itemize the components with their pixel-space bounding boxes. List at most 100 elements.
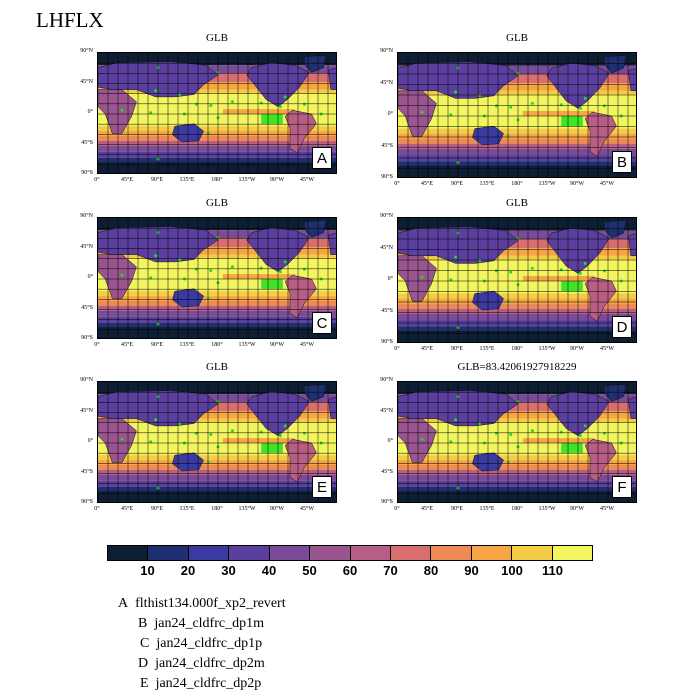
longitude-tick-label: 135°E: [179, 177, 195, 183]
latitude-tick-label: 90°N: [380, 48, 393, 54]
legend-letter: C: [140, 636, 150, 651]
cold-tongue: [222, 109, 295, 114]
region-marker: [420, 437, 424, 441]
region-marker: [530, 429, 534, 433]
region-box: [261, 443, 283, 453]
colorbar-level-label: 50: [302, 563, 317, 578]
latitude-band: [98, 322, 336, 331]
latitude-band: [398, 394, 636, 403]
latitude-band: [98, 411, 336, 419]
region-marker: [194, 431, 198, 435]
region-marker: [278, 270, 282, 274]
latitude-tick-label: 90°S: [381, 499, 393, 505]
longitude-tick-label: 135°E: [479, 506, 495, 512]
latitude-band: [398, 293, 636, 299]
region-marker: [230, 429, 234, 433]
latitude-tick-label: 90°S: [381, 339, 393, 345]
region-marker: [154, 418, 158, 422]
longitude-tick-label: 135°E: [479, 346, 495, 352]
longitude-tick-label: 45°W: [299, 342, 315, 348]
latitude-band: [98, 140, 336, 146]
longitude-tick-label: 135°E: [179, 342, 195, 348]
map-panel-e: GLB 90°N 45°N 0° 45°S 90°S 0° 45°E 90°E 135°E 180°…: [80, 361, 337, 512]
longitude-tick-label: 180°: [211, 342, 223, 348]
latitude-tick-label: 45°S: [81, 468, 93, 475]
colorbar-swatch: [471, 546, 513, 560]
region-marker: [578, 271, 582, 275]
region-box: [561, 116, 583, 127]
map-field: [97, 381, 337, 503]
latitude-tick-label: 45°S: [381, 307, 393, 314]
longitude-tick-label: 90°W: [269, 342, 285, 348]
colorbar-level-label: 60: [342, 563, 358, 578]
panel-title: GLB: [206, 361, 228, 373]
longitude-tick-label: 135°W: [538, 506, 556, 512]
latitude-band: [98, 238, 336, 248]
map-svg: [398, 218, 636, 342]
region-box: [561, 443, 583, 453]
latitude-tick-label: 90°N: [380, 213, 393, 219]
latitude-tick-label: 0°: [87, 109, 93, 115]
legend-case-name: flthist134.000f_xp2_revert: [135, 596, 286, 611]
colorbar-swatch: [512, 546, 553, 560]
latitude-band: [398, 486, 636, 495]
region-marker: [454, 255, 458, 259]
colorbar-level-label: 110: [542, 563, 563, 578]
panel-title: GLB: [206, 197, 228, 209]
longitude-tick-label: 90°W: [569, 346, 585, 352]
longitude-tick-label: 0°: [94, 177, 100, 183]
panel-title: GLB: [506, 197, 528, 209]
latitude-band: [398, 90, 636, 95]
colorbar-swatch: [108, 546, 149, 560]
region-marker: [509, 270, 513, 274]
latitude-tick-label: 45°S: [81, 304, 93, 311]
latitude-band: [98, 135, 336, 141]
cold-tongue: [522, 438, 595, 443]
latitude-band: [98, 157, 336, 166]
longitude-tick-label: 135°W: [238, 177, 256, 183]
map-field: [397, 217, 637, 343]
legend-case-name: jan24_cldfrc_dp2m: [155, 656, 265, 671]
map-field: [97, 52, 337, 174]
greenland-landmass: [604, 220, 627, 239]
region-marker: [530, 266, 534, 270]
map-panel-d: GLB 90°N 45°N 0° 45°S 90°S 0° 45°E 90°E 135°E 180°…: [380, 197, 637, 352]
latitude-band: [98, 82, 336, 90]
latitude-band: [398, 239, 636, 249]
latitude-band: [398, 65, 636, 75]
region-marker: [454, 90, 458, 94]
region-marker: [578, 434, 582, 438]
latitude-tick-label: 0°: [87, 274, 93, 280]
latitude-tick-label: 45°N: [380, 244, 393, 251]
antarctica-landmass: [98, 491, 336, 502]
map-field: [397, 381, 637, 503]
region-marker: [602, 431, 606, 435]
legend-letter: D: [138, 656, 149, 671]
longitude-tick-label: 45°E: [120, 342, 134, 348]
colorbar-swatch: [229, 546, 270, 560]
latitude-band: [398, 133, 636, 139]
latitude-band: [98, 474, 336, 481]
region-marker: [449, 278, 453, 282]
region-marker: [149, 440, 153, 444]
map-field: [397, 52, 637, 178]
greenland-landmass: [604, 55, 627, 74]
latitude-band: [398, 418, 636, 423]
map-panel-c: GLB 90°N 45°N 0° 45°S 90°S 0° 45°E 90°E 135°E 180°…: [80, 197, 337, 348]
region-marker: [149, 111, 153, 115]
latitude-band: [98, 455, 336, 461]
latitude-band: [98, 305, 336, 311]
longitude-tick-label: 45°W: [599, 181, 615, 187]
latitude-tick-label: 45°N: [80, 243, 93, 250]
latitude-tick-label: 90°S: [81, 335, 93, 341]
region-marker: [283, 424, 287, 428]
latitude-band: [98, 230, 336, 239]
map-svg: [398, 53, 636, 177]
region-marker: [283, 260, 287, 264]
longitude-tick-label: 45°W: [599, 506, 615, 512]
colorbar-swatch: [188, 546, 230, 560]
region-marker: [194, 267, 198, 271]
region-marker: [583, 424, 587, 428]
antarctica-landmass: [398, 331, 636, 342]
